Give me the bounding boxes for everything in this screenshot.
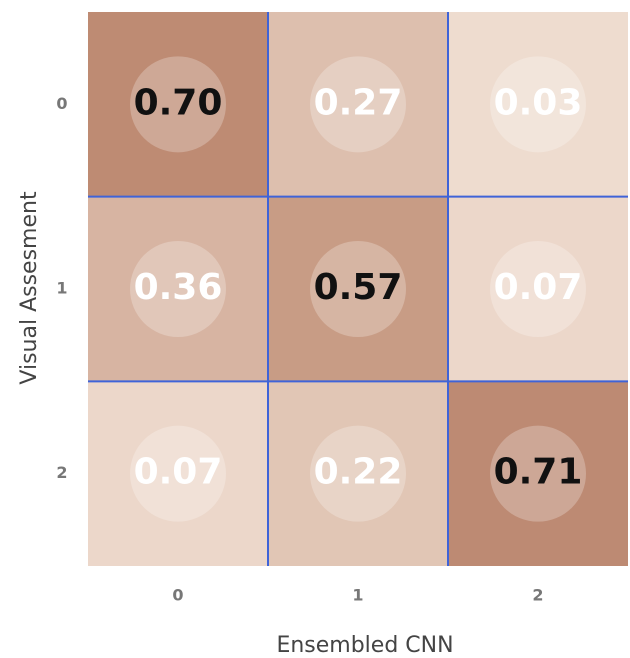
cell-label: 0.03 [494, 82, 583, 123]
cell-label: 0.27 [314, 82, 403, 123]
y-tick-label: 2 [56, 463, 67, 482]
y-tick-label: 0 [56, 94, 67, 113]
y-axis-title: Visual Assesment [17, 191, 42, 385]
y-tick-label: 1 [56, 279, 67, 298]
x-axis-title: Ensembled CNN [276, 633, 453, 658]
cell-label: 0.22 [314, 452, 403, 493]
x-tick-label: 1 [352, 586, 363, 605]
chart: Ensembled CNN Visual Assesment 0.70 0.27 0… [0, 0, 630, 658]
cell-label: 0.70 [134, 82, 223, 123]
cell-label: 0.07 [134, 452, 223, 493]
x-tick-label: 0 [172, 586, 183, 605]
cell-label: 0.36 [134, 267, 223, 308]
x-tick-label: 2 [532, 586, 543, 605]
cell-label: 0.07 [494, 267, 583, 308]
cell-label: 0.71 [494, 452, 583, 493]
cell-label: 0.57 [314, 267, 403, 308]
